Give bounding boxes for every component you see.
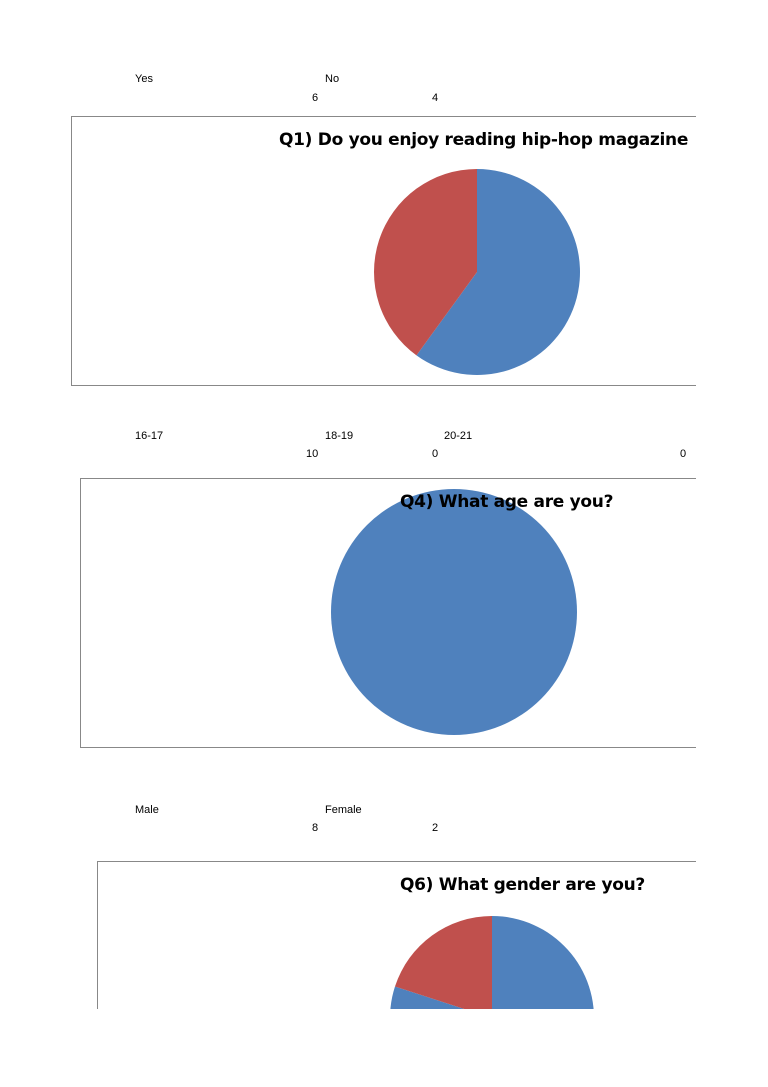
q1-value-yes: 6 <box>312 92 319 104</box>
q4-chart-frame <box>80 478 696 748</box>
pie-slice-female <box>394 916 492 1009</box>
q1-header-no: No <box>325 73 340 85</box>
q4-value-20-21: 0 <box>680 448 687 460</box>
q6-chart-clip: Q6) What gender are you? <box>97 861 696 1009</box>
q6-header-male: Male <box>135 804 159 816</box>
q6-frame-left-edge <box>97 861 98 1009</box>
q4-pie-chart <box>331 489 577 735</box>
pie-slice-male <box>390 916 594 1009</box>
q4-header-16-17: 16-17 <box>135 430 164 442</box>
q4-chart-title: Q4) What age are you? <box>400 492 614 512</box>
q6-header-female: Female <box>325 804 362 816</box>
q1-value-no: 4 <box>432 92 439 104</box>
q4-value-18-19: 0 <box>432 448 439 460</box>
q6-value-female: 2 <box>432 822 439 834</box>
q6-frame-top-edge <box>97 861 696 862</box>
q4-header-18-19: 18-19 <box>325 430 354 442</box>
q6-value-male: 8 <box>312 822 319 834</box>
q1-chart-title: Q1) Do you enjoy reading hip-hop magazin… <box>279 130 689 150</box>
q1-pie-chart <box>374 169 580 375</box>
q1-chart-frame <box>71 116 696 386</box>
q6-chart-title: Q6) What gender are you? <box>400 875 645 895</box>
q4-value-16-17: 10 <box>306 448 319 460</box>
q6-pie-chart <box>390 916 594 1009</box>
q4-header-20-21: 20-21 <box>444 430 473 442</box>
pie-slice-16-17 <box>331 489 577 735</box>
pie-slice-yes <box>416 169 580 375</box>
pie-slice-no <box>374 169 477 356</box>
q1-header-yes: Yes <box>135 73 153 85</box>
